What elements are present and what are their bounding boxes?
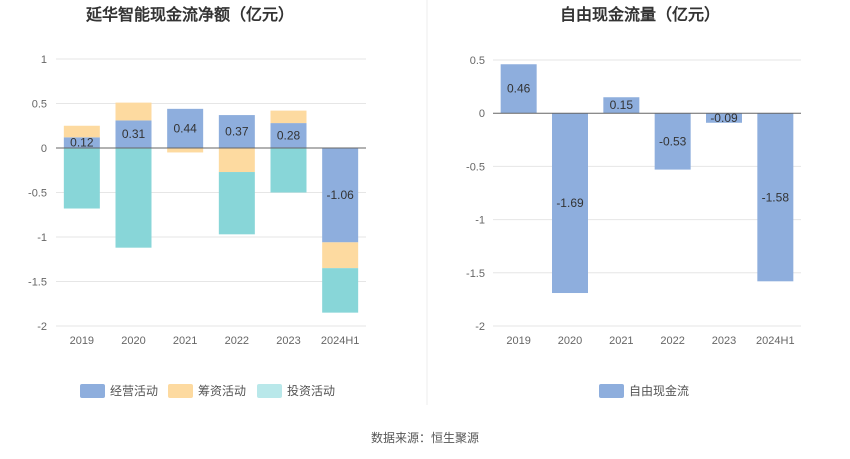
bar-自由现金流-2023 (706, 113, 742, 123)
legend-swatch (80, 384, 105, 398)
data-label: 0.15 (610, 98, 634, 112)
bar-自由现金流-2021 (603, 97, 640, 114)
legend-label: 投资活动 (287, 383, 335, 398)
bar-自由现金流-2019 (500, 64, 537, 114)
data-label: -0.09 (710, 111, 738, 125)
data-label: -1.58 (762, 190, 790, 204)
bar-投资活动-2020 (115, 148, 152, 248)
bar-经营活动-2023 (270, 123, 307, 148)
bar-经营活动-2024H1 (322, 148, 359, 243)
legend-label: 经营活动 (110, 384, 158, 398)
x-tick-label: 2022 (660, 335, 684, 347)
bar-投资活动-2024H1 (322, 268, 359, 313)
data-label: -0.53 (659, 134, 687, 148)
y-tick-label: 1 (41, 54, 47, 66)
legend-swatch (257, 384, 282, 398)
data-label: 0.37 (225, 125, 249, 139)
x-tick-label: 2024H1 (756, 335, 795, 347)
free-cashflow-chart-title: 自由现金流量（亿元） (560, 5, 720, 24)
y-tick-label: 0.5 (32, 99, 47, 111)
legend-label: 筹资活动 (198, 384, 246, 398)
data-label: 0.46 (507, 82, 531, 96)
y-tick-label: 0.5 (470, 55, 485, 67)
y-tick-label: -0.5 (28, 188, 47, 200)
legend-swatch (599, 384, 624, 398)
cashflow-legend: 经营活动 筹资活动 投资活动 (80, 383, 335, 398)
bar-筹资活动-2024H1 (322, 242, 359, 269)
x-tick-label: 2022 (225, 335, 249, 347)
bar-经营活动-2020 (115, 120, 152, 148)
bar-筹资活动-2021 (167, 148, 204, 153)
free-cashflow-legend: 自由现金流 (599, 383, 689, 398)
bar-投资活动-2019 (63, 148, 100, 209)
bar-筹资活动-2020 (115, 102, 152, 121)
x-tick-label: 2023 (276, 335, 300, 347)
y-tick-label: -1.5 (28, 277, 47, 289)
bar-投资活动-2023 (270, 148, 307, 193)
bar-自由现金流-2022 (654, 113, 691, 170)
x-tick-label: 2021 (609, 335, 633, 347)
x-tick-label: 2020 (558, 335, 582, 347)
data-label: 0.12 (70, 136, 94, 150)
bar-经营活动-2021 (167, 108, 204, 148)
y-tick-label: 0 (479, 108, 485, 120)
x-tick-label: 2019 (70, 335, 94, 347)
y-tick-label: -1 (37, 232, 47, 244)
data-label: -1.69 (556, 196, 584, 210)
cashflow-chart: 延华智能现金流净额（亿元） 1 0.5 0 -0.5 -1 -1.5 -2 0.12 0.31… (28, 5, 366, 398)
data-label: 0.31 (122, 127, 146, 141)
y-tick-label: 0 (41, 143, 47, 155)
data-source: 数据来源：恒生聚源 (370, 431, 479, 445)
y-tick-label: -1.5 (466, 268, 485, 280)
bar-经营活动-2019 (63, 137, 100, 148)
x-tick-label: 2020 (121, 335, 145, 347)
legend-label: 自由现金流 (629, 383, 689, 398)
cashflow-chart-title: 延华智能现金流净额（亿元） (85, 5, 294, 24)
data-label: 0.28 (277, 129, 301, 143)
data-label: -1.06 (326, 188, 354, 202)
x-tick-label: 2021 (173, 335, 197, 347)
y-tick-label: -0.5 (466, 161, 485, 173)
bar-经营活动-2022 (218, 115, 255, 148)
bar-筹资活动-2022 (218, 148, 255, 173)
x-tick-label: 2019 (506, 335, 530, 347)
bar-筹资活动-2023 (270, 110, 307, 124)
bar-筹资活动-2019 (63, 125, 100, 138)
legend-swatch (168, 384, 193, 398)
y-tick-label: -2 (475, 321, 485, 333)
x-tick-label: 2024H1 (321, 335, 360, 347)
free-cashflow-chart: 自由现金流量（亿元） 0.5 0 -0.5 -1 -1.5 -2 0.46 -1.69 0.1… (466, 5, 801, 398)
bar-自由现金流-2020 (552, 113, 588, 294)
y-tick-label: -1 (475, 215, 485, 227)
data-label: 0.44 (173, 121, 197, 135)
y-tick-label: -2 (37, 321, 47, 333)
bar-投资活动-2022 (218, 172, 255, 235)
bar-自由现金流-2024H1 (757, 113, 794, 282)
x-tick-label: 2023 (712, 335, 736, 347)
